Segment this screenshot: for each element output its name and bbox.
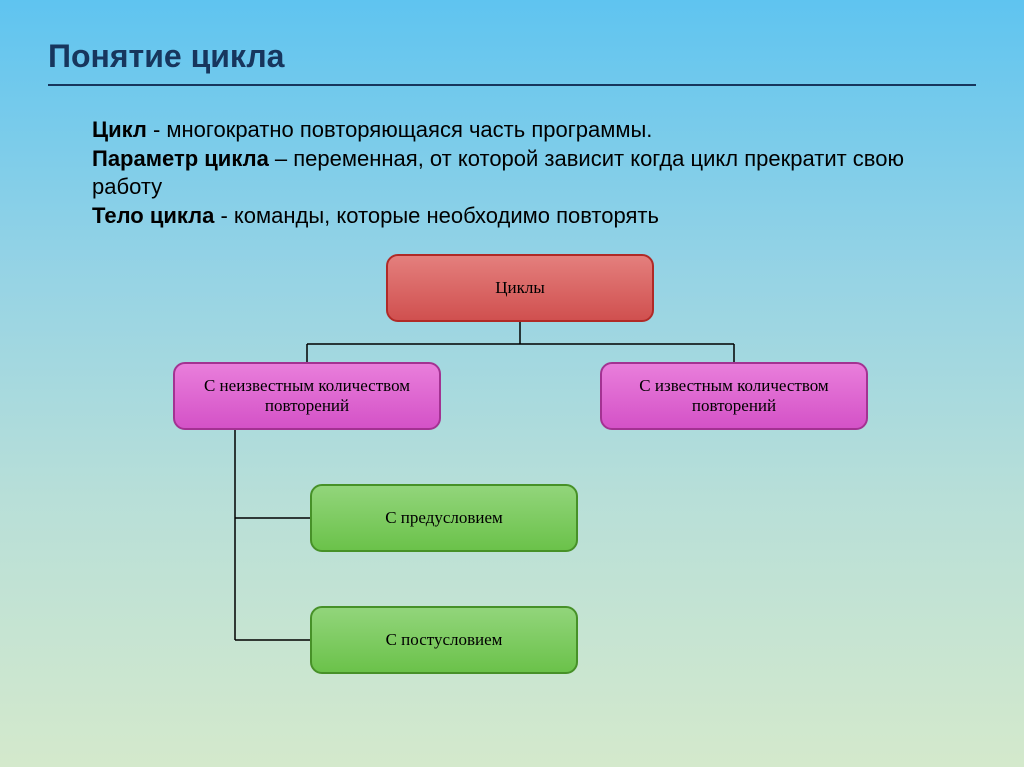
node-post: С постусловием (310, 606, 578, 674)
node-unknown-label: С неизвестным количеством повторений (183, 376, 431, 416)
node-known: С известным количеством повторений (600, 362, 868, 430)
node-root: Циклы (386, 254, 654, 322)
node-pre: С предусловием (310, 484, 578, 552)
node-root-label: Циклы (495, 278, 545, 298)
cycle-tree-diagram: Циклы С неизвестным количеством повторен… (0, 0, 1024, 767)
node-known-label: С известным количеством повторений (610, 376, 858, 416)
node-post-label: С постусловием (386, 630, 503, 650)
node-pre-label: С предусловием (385, 508, 503, 528)
node-unknown: С неизвестным количеством повторений (173, 362, 441, 430)
